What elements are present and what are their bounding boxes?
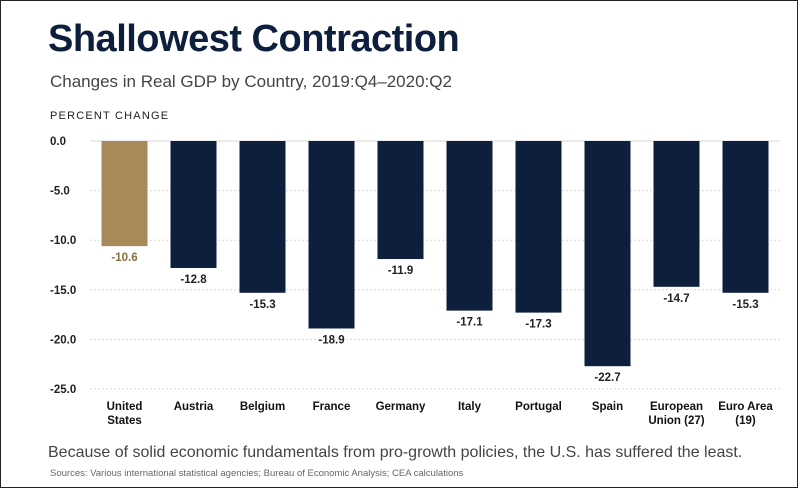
value-label: -15.3 [732, 299, 758, 311]
x-tick-label: (19) [735, 415, 756, 427]
bar [170, 141, 217, 268]
x-tick-label: Portugal [515, 401, 562, 413]
bar [239, 141, 286, 293]
value-label: -10.6 [111, 252, 137, 264]
value-label: -22.7 [594, 372, 620, 384]
bar [722, 141, 769, 293]
y-tick-label: -10.0 [50, 235, 76, 247]
bar [308, 141, 355, 329]
value-label: -11.9 [388, 265, 414, 277]
bar [653, 141, 700, 287]
x-tick-label: France [313, 401, 351, 413]
value-label: -12.8 [180, 274, 207, 286]
chart-subtitle: Changes in Real GDP by Country, 2019:Q4–… [50, 72, 452, 91]
x-tick-labels: United States Austria Belgium France Germany I… [107, 401, 774, 427]
y-tick-label: -5.0 [50, 186, 70, 198]
bar [515, 141, 562, 313]
bar [446, 141, 493, 311]
x-tick-label: States [107, 415, 142, 427]
chart-title: Shallowest Contraction [48, 18, 460, 60]
x-tick-label: Austria [174, 401, 214, 413]
value-label: -17.1 [456, 317, 483, 329]
y-tick-labels: 0.0 -5.0 -10.0 -15.0 -20.0 -25.0 [50, 136, 76, 396]
x-tick-label: United [107, 401, 143, 413]
footer-sources: Sources: Various international statistic… [50, 468, 464, 479]
x-tick-label: Spain [592, 401, 623, 413]
bar [377, 141, 424, 260]
x-tick-label: Germany [376, 401, 426, 413]
x-tick-label: Euro Area [718, 401, 773, 413]
x-tick-label: Union (27) [648, 415, 704, 427]
value-label: -14.7 [663, 293, 689, 305]
bars [101, 141, 769, 367]
value-label: -18.9 [318, 334, 344, 346]
x-tick-label: Belgium [240, 401, 285, 413]
x-tick-label: Italy [458, 401, 482, 413]
value-label: -17.3 [525, 319, 551, 331]
bar [101, 141, 148, 247]
y-tick-label: 0.0 [50, 136, 66, 148]
y-tick-label: -20.0 [50, 334, 76, 346]
y-tick-label: -25.0 [50, 384, 76, 396]
bar [584, 141, 631, 367]
y-axis-label: PERCENT CHANGE [50, 110, 170, 122]
value-label: -15.3 [249, 299, 275, 311]
x-tick-label: European [650, 401, 703, 413]
footer-note: Because of solid economic fundamentals f… [48, 444, 743, 461]
y-tick-label: -15.0 [50, 285, 76, 297]
value-labels: -10.6 -12.8 -15.3 -18.9 -11.9 -17.1 -17.3 -22.7… [111, 252, 758, 384]
